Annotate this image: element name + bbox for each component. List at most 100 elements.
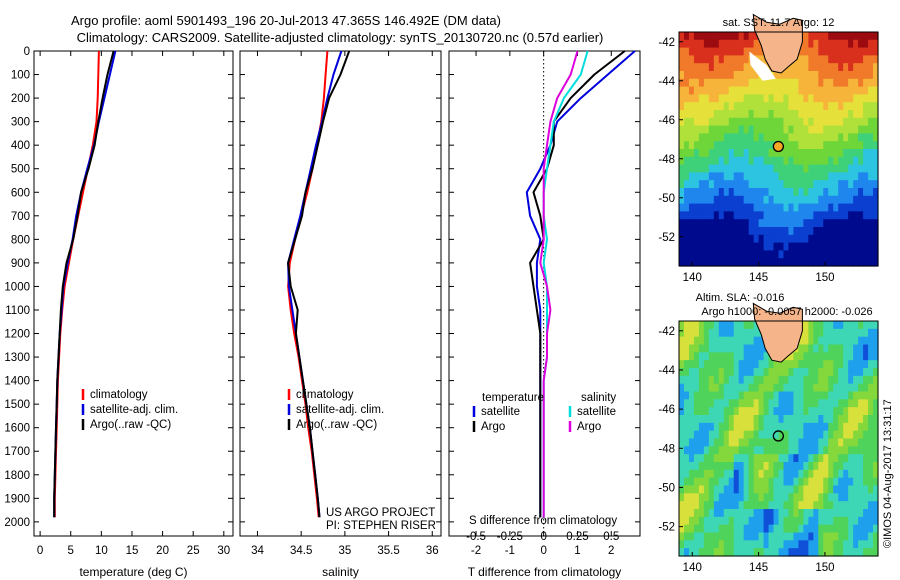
sst-map-cell xyxy=(708,117,715,127)
sla-map-cell xyxy=(803,516,809,526)
sst-map-cell xyxy=(693,133,700,142)
sst-map-cell xyxy=(713,227,720,236)
sst-map-frame xyxy=(678,31,879,267)
sst-map-cell xyxy=(743,94,750,103)
sla-map-cell xyxy=(723,383,730,393)
sla-map-cell xyxy=(683,383,690,393)
sst-map-cell xyxy=(763,211,770,220)
sla-map-cell xyxy=(768,477,775,487)
sla-map-cell xyxy=(868,336,874,346)
sst-map-cell xyxy=(853,219,859,228)
sst-map-cell xyxy=(863,71,869,80)
sla-map-cell xyxy=(743,407,750,416)
sst-map-cell xyxy=(828,164,834,173)
sla-map-cell xyxy=(813,532,819,541)
sla-map-cell xyxy=(743,415,750,424)
sla-map-cell xyxy=(793,485,799,494)
sst-map-cell xyxy=(873,227,879,236)
sla-map-cell xyxy=(853,446,859,455)
sst-map-cell xyxy=(808,39,814,49)
sla-map-cell xyxy=(823,516,829,526)
sst-map-cell xyxy=(803,219,809,228)
sst-map-cell xyxy=(863,133,869,142)
sst-map-cell xyxy=(703,211,710,220)
sst-map-cell xyxy=(753,102,760,111)
sst-map-cell xyxy=(679,39,685,49)
header-line-2: Climatology: CARS2009. Satellite-adjuste… xyxy=(77,30,604,45)
sst-map-cell xyxy=(793,188,799,197)
sst-map-cell xyxy=(718,188,725,197)
sla-map-cell xyxy=(853,540,859,549)
sst-map-cell xyxy=(788,86,795,95)
sla-map-cell xyxy=(738,524,745,534)
sst-map-cell xyxy=(808,149,814,158)
sla-map-cell xyxy=(688,407,695,416)
sla-map-cell xyxy=(738,509,745,518)
sla-map-cell xyxy=(853,328,859,338)
sst-map-cell xyxy=(728,94,735,103)
sst-map-cell xyxy=(743,156,750,166)
sla-map-cell xyxy=(768,501,775,510)
sst-map-cell xyxy=(828,63,834,72)
sla-map-cell xyxy=(688,501,695,510)
sla-map-cell xyxy=(788,501,795,510)
sst-map-cell xyxy=(698,102,705,111)
sst-map-cell xyxy=(873,195,879,205)
sla-map-cell xyxy=(679,454,685,463)
sla-map-cell xyxy=(833,548,839,557)
sla-map-cell xyxy=(713,509,720,518)
sla-map-cell xyxy=(798,477,804,487)
sst-map-cell xyxy=(713,188,720,197)
sst-map-cell xyxy=(843,110,849,119)
sst-map-cell xyxy=(798,86,804,95)
sla-map-cell xyxy=(763,422,770,432)
sst-map-cell xyxy=(713,195,720,205)
sst-map-cell xyxy=(793,110,799,119)
sla-map-cell xyxy=(703,446,710,455)
sst-map-cell xyxy=(743,125,750,134)
sla-map-xtick-label: 145 xyxy=(749,562,768,574)
sst-map-cell xyxy=(868,250,874,259)
sla-map-cell xyxy=(683,438,690,447)
sla-map-cell xyxy=(783,391,790,400)
sst-map-cell xyxy=(763,219,770,228)
sst-map-cell xyxy=(858,55,864,64)
sla-map-cell xyxy=(718,548,725,557)
sst-map-cell xyxy=(753,180,760,189)
sla-map-cell xyxy=(688,360,695,369)
sst-map-cell xyxy=(798,55,804,64)
sla-map-cell xyxy=(843,532,849,541)
sla-map-cell xyxy=(693,391,700,400)
sst-map-cell xyxy=(778,102,785,111)
sst-map-cell xyxy=(698,180,705,189)
sla-map-cell xyxy=(788,454,795,463)
sst-map-cell xyxy=(683,234,690,244)
sla-map-cell xyxy=(728,516,735,526)
sst-map-cell xyxy=(833,110,839,119)
sla-map-cell xyxy=(713,438,720,447)
sla-map-cell xyxy=(768,540,775,549)
sst-map-cell xyxy=(718,78,725,88)
sst-map-cell xyxy=(773,172,780,181)
sst-map-cell xyxy=(708,102,715,111)
sla-map-cell xyxy=(753,328,760,338)
sla-map-cell xyxy=(858,352,864,361)
sla-map-cell xyxy=(848,532,854,541)
sst-map-cell xyxy=(773,258,780,267)
sla-map-cell xyxy=(788,532,795,541)
sst-map-cell xyxy=(863,55,869,64)
sst-map-cell xyxy=(723,234,730,244)
sla-map-cell xyxy=(748,469,755,479)
sla-map-cell xyxy=(798,462,804,471)
sst-map-cell xyxy=(853,117,859,127)
sla-map-cell xyxy=(698,391,705,400)
sla-map-cell xyxy=(763,524,770,534)
sla-map-cell xyxy=(858,422,864,432)
sla-map-cell xyxy=(693,485,700,494)
sst-map-cell xyxy=(773,195,780,205)
sla-map-cell xyxy=(848,422,854,432)
sla-map-cell xyxy=(778,462,785,471)
sla-map-cell xyxy=(843,438,849,447)
sla-map-cell xyxy=(743,446,750,455)
